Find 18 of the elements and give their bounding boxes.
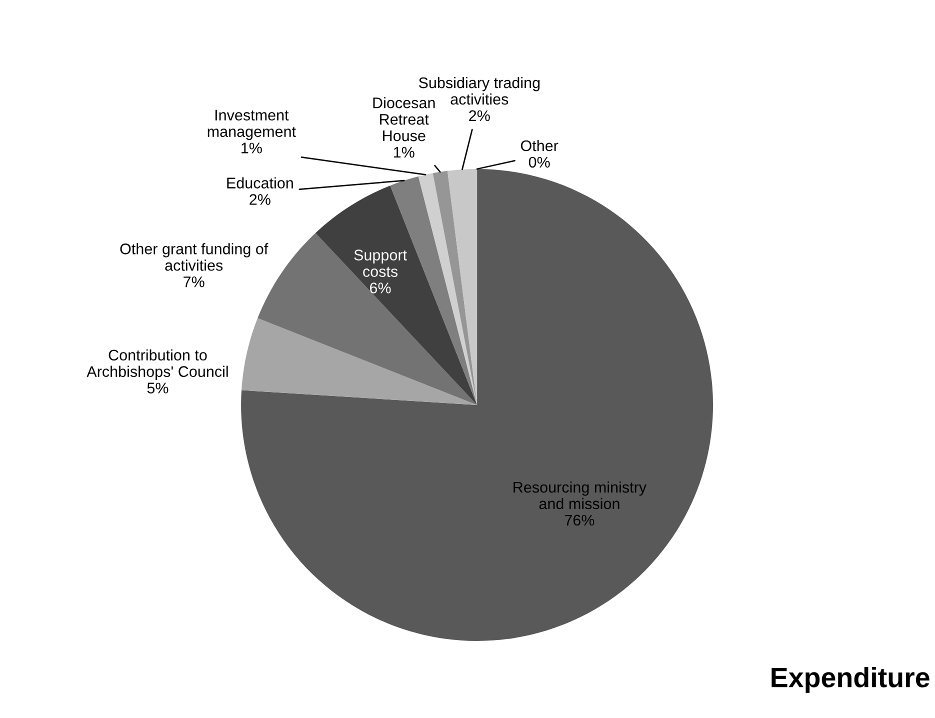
slice-label: Investment management <box>208 110 296 140</box>
slice-label: Resourcing ministry and mission <box>514 481 647 510</box>
slice-label: Support costs <box>354 250 407 277</box>
text: 0% <box>528 156 550 168</box>
slice-label: Education <box>227 177 293 188</box>
text: Expenditure <box>772 667 930 693</box>
data-label: 1% <box>394 146 414 158</box>
data-label: 6% <box>370 282 391 294</box>
slice-label: Other grant funding of activities <box>120 243 268 271</box>
slice-label: Diocesan Retreat House <box>373 97 435 142</box>
slice-label: Contribution to Archbishops' Council <box>86 349 228 380</box>
data-label: 7% <box>184 276 204 288</box>
category-label: Other <box>520 140 558 152</box>
data-label: 5% <box>147 382 168 394</box>
data-label: 2% <box>250 194 270 205</box>
data-label: 2% <box>469 110 490 122</box>
data-label: 76% <box>564 514 594 526</box>
data-label: 1% <box>242 142 262 154</box>
